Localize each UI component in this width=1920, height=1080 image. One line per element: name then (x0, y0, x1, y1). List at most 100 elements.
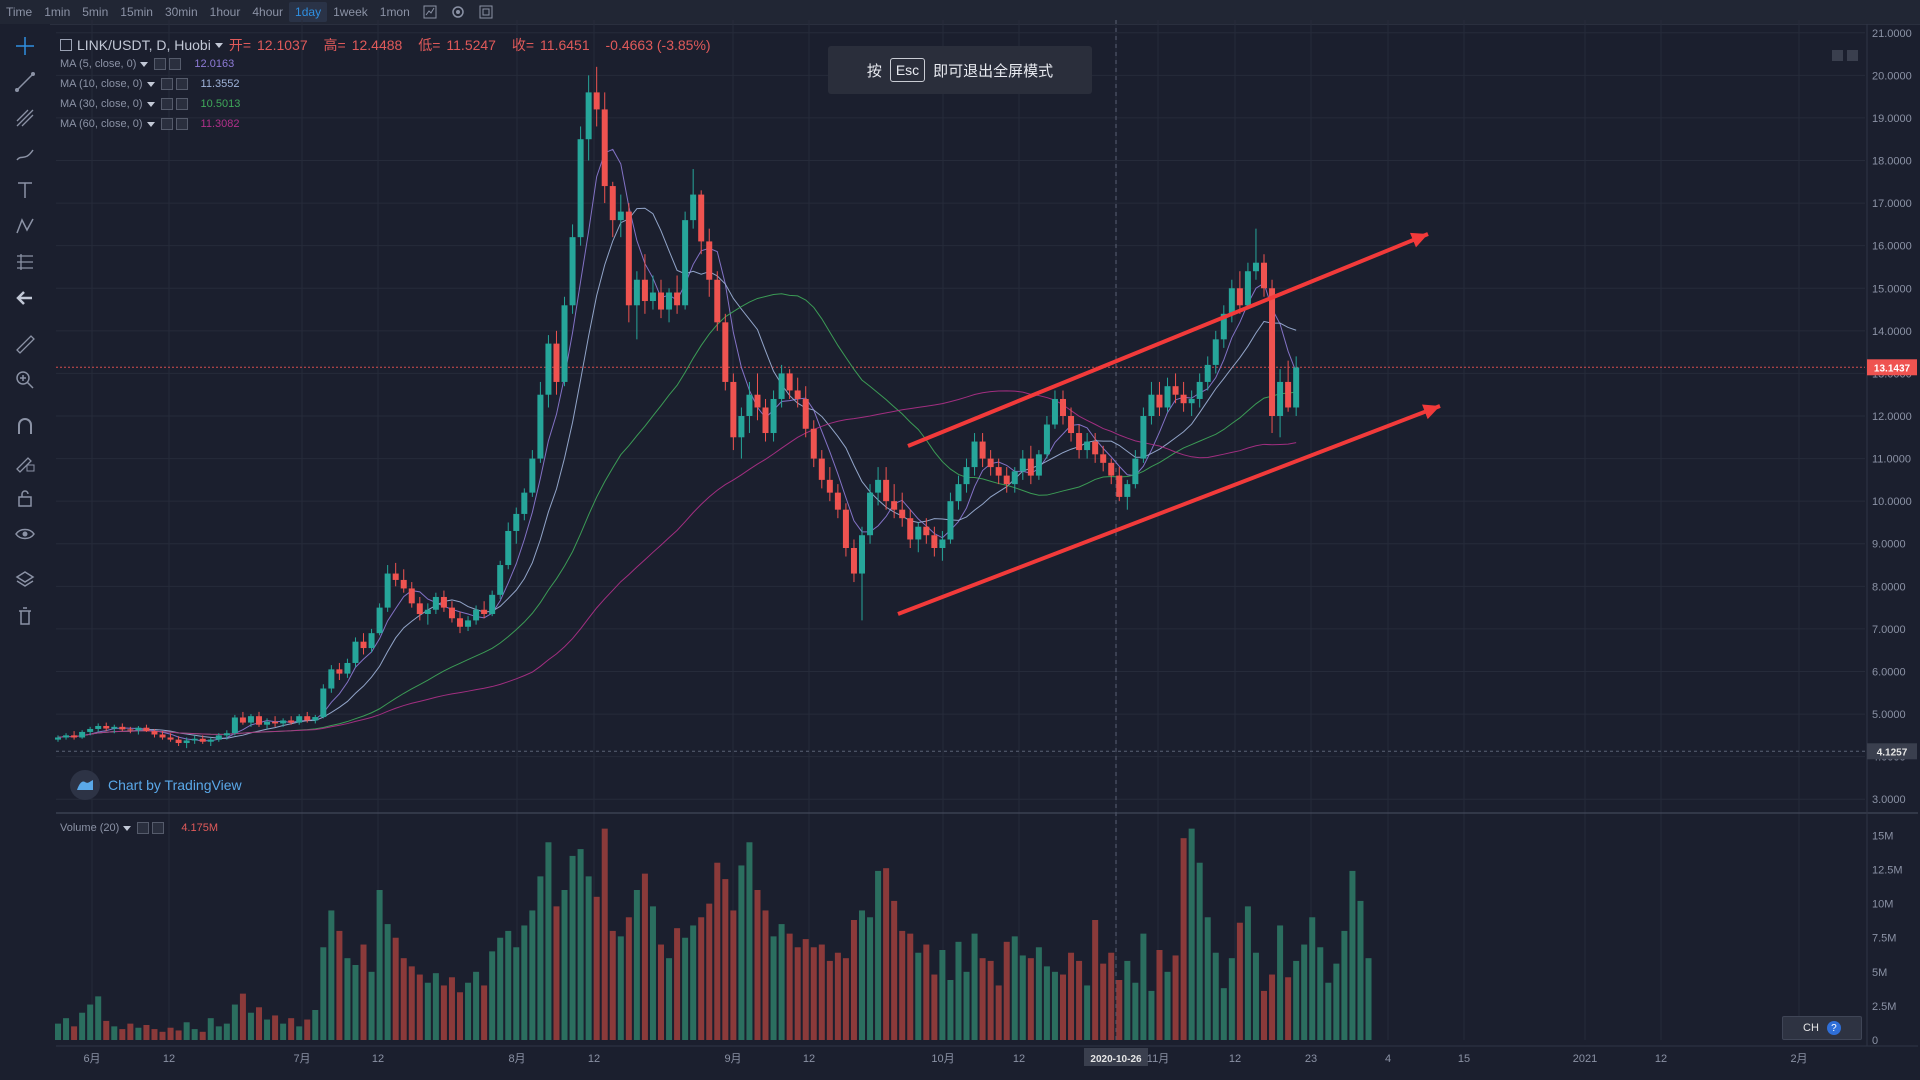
candle-body (55, 737, 61, 740)
candle-body (730, 381, 737, 438)
pane-maximize-icon[interactable] (1847, 50, 1858, 61)
candle-body (818, 458, 825, 480)
candle-body (304, 716, 311, 721)
zoom-in-icon[interactable] (11, 366, 39, 394)
interval-30min[interactable]: 30min (164, 5, 198, 19)
lock-drawing-icon[interactable] (11, 448, 39, 476)
candle-body (891, 501, 898, 510)
pattern-icon[interactable] (11, 212, 39, 240)
price-tick-label: 6.0000 (1872, 666, 1906, 678)
ma-dropdown-icon[interactable] (140, 61, 149, 67)
fullscreen-icon[interactable] (478, 4, 494, 20)
ruler-icon[interactable] (11, 330, 39, 358)
volume-bar (1188, 828, 1195, 1040)
volume-bar (63, 1018, 70, 1040)
volume-bar (545, 842, 552, 1040)
candle-body (826, 479, 833, 493)
tradingview-watermark[interactable]: Chart by TradingView (70, 770, 242, 800)
volume-bar (167, 1027, 174, 1040)
interval-1mon[interactable]: 1mon (379, 5, 410, 19)
pane-up-icon[interactable] (1832, 50, 1843, 61)
volume-bar (352, 965, 359, 1040)
volume-bar (786, 933, 793, 1040)
ma-legend-row[interactable]: MA (5, close, 0) 12.0163 (60, 54, 717, 74)
legend-toggle-icon[interactable] (60, 39, 72, 51)
candle-body (440, 596, 447, 608)
low-value: 11.5247 (446, 37, 496, 53)
candlesticks (55, 66, 1300, 749)
candle-body (312, 717, 319, 721)
volume-bar (698, 917, 705, 1040)
ma-legend-row[interactable]: MA (30, close, 0) 10.5013 (60, 94, 717, 114)
ma-buttons[interactable] (154, 58, 184, 70)
interval-4hour[interactable]: 4hour (252, 5, 284, 19)
back-arrow-icon[interactable] (11, 284, 39, 312)
interval-5min[interactable]: 5min (82, 5, 109, 19)
volume-buttons[interactable] (137, 822, 167, 834)
ma-buttons[interactable] (160, 98, 191, 110)
volume-legend: Volume (20) 4.175M (60, 822, 218, 834)
volume-bar (963, 971, 970, 1040)
ma-buttons[interactable] (160, 118, 191, 130)
volume-bar (127, 1023, 134, 1040)
low-label: 低= (418, 37, 441, 53)
volume-bar (1035, 947, 1042, 1040)
volume-dropdown-icon[interactable] (123, 825, 132, 831)
candle-body (1196, 381, 1203, 399)
prediction-icon[interactable] (11, 248, 39, 276)
crosshair-icon[interactable] (11, 32, 39, 60)
volume-bar (368, 971, 375, 1040)
price-tick-label: 21.0000 (1872, 28, 1912, 40)
upper-channel-arrow-head (1410, 232, 1428, 248)
eye-icon[interactable] (11, 520, 39, 548)
volume-bar (465, 982, 472, 1040)
volume-bar (1011, 936, 1018, 1040)
esc-key: Esc (889, 58, 926, 82)
ma-buttons[interactable] (160, 78, 191, 90)
candle-body (1252, 262, 1259, 272)
text-icon[interactable] (11, 176, 39, 204)
layers-icon[interactable] (11, 566, 39, 594)
ma-dropdown-icon[interactable] (146, 81, 155, 87)
candle-body (521, 492, 528, 514)
interval-1week[interactable]: 1week (333, 5, 368, 19)
volume-bar (288, 1018, 295, 1040)
volume-bar (1156, 950, 1163, 1040)
volume-bar (71, 1026, 78, 1040)
trash-icon[interactable] (11, 602, 39, 630)
ma-dropdown-icon[interactable] (146, 101, 155, 107)
brush-icon[interactable] (11, 140, 39, 168)
magnet-icon[interactable] (11, 412, 39, 440)
trend-line-icon[interactable] (11, 68, 39, 96)
help-icon[interactable]: ? (1826, 1021, 1841, 1035)
candle-body (424, 609, 431, 614)
candle-body (842, 509, 849, 548)
interval-1hour[interactable]: 1hour (209, 5, 241, 19)
volume-bar (714, 862, 721, 1040)
interval-1min[interactable]: 1min (44, 5, 71, 19)
candle-body (649, 292, 656, 302)
volume-bar (151, 1029, 158, 1040)
volume-bar (1236, 922, 1243, 1040)
interval-1day[interactable]: 1day (289, 2, 328, 22)
ma-legend-row[interactable]: MA (10, close, 0) 11.3552 (60, 74, 717, 94)
ma-dropdown-icon[interactable] (146, 121, 155, 127)
fib-tool-icon[interactable] (11, 104, 39, 132)
chart-type-icon[interactable] (422, 4, 438, 20)
symbol-title[interactable]: LINK/USDT, D, Huobi (77, 37, 211, 53)
volume-bar (875, 870, 882, 1040)
symbol-dropdown-icon[interactable] (214, 42, 223, 48)
language-button[interactable]: CH ? (1782, 1016, 1862, 1040)
lock-icon[interactable] (11, 484, 39, 512)
interval-15min[interactable]: 15min (120, 5, 153, 19)
interval-time[interactable]: Time (6, 5, 33, 19)
x-tick-label: 10月 (931, 1053, 954, 1065)
candle-body (473, 609, 480, 621)
ma-legend-row[interactable]: MA (60, close, 0) 11.3082 (60, 114, 717, 134)
candle-body (1019, 458, 1026, 472)
x-tick-label: 12 (588, 1053, 600, 1065)
volume-bar (440, 985, 447, 1040)
settings-icon[interactable] (450, 4, 466, 20)
candle-body (1261, 262, 1267, 289)
